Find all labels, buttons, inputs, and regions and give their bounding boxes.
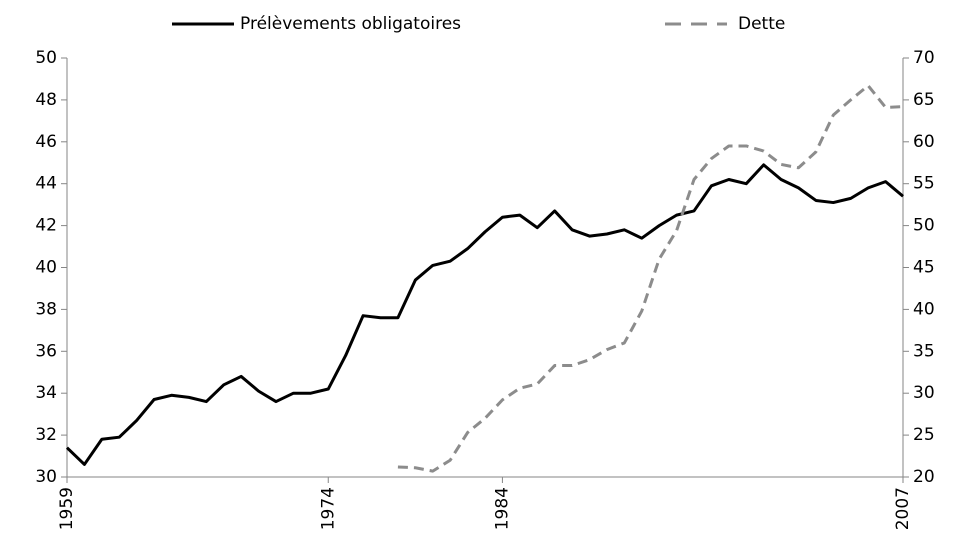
y-tick-label: 50 xyxy=(35,48,57,68)
y-tick-label: 48 xyxy=(35,90,57,110)
y-tick-label: 30 xyxy=(35,467,57,487)
y-tick-label: 46 xyxy=(35,132,57,152)
x-tick-label: 1959 xyxy=(57,487,77,530)
y-tick-label: 38 xyxy=(35,299,57,319)
legend-label: Prélèvements obligatoires xyxy=(240,14,461,34)
x-tick-label: 1984 xyxy=(492,487,512,530)
y-tick-label: 40 xyxy=(35,258,57,278)
x-tick-label: 2007 xyxy=(893,487,913,530)
y2-tick-label: 50 xyxy=(913,216,935,236)
y-tick-label: 44 xyxy=(35,174,57,194)
y2-tick-label: 60 xyxy=(913,132,935,152)
y2-tick-label: 40 xyxy=(913,299,935,319)
y2-tick-label: 55 xyxy=(913,174,935,194)
legend-label: Dette xyxy=(738,14,785,34)
y2-tick-label: 35 xyxy=(913,341,935,361)
y2-tick-label: 65 xyxy=(913,90,935,110)
x-tick-label: 1974 xyxy=(318,487,338,530)
y2-tick-label: 20 xyxy=(913,467,935,487)
y-tick-label: 32 xyxy=(35,425,57,445)
y-tick-label: 42 xyxy=(35,216,57,236)
y-tick-label: 36 xyxy=(35,341,57,361)
y2-tick-label: 45 xyxy=(913,258,935,278)
y2-tick-label: 70 xyxy=(913,48,935,68)
y-tick-label: 34 xyxy=(35,383,57,403)
series-line xyxy=(65,163,904,466)
y2-tick-label: 25 xyxy=(913,425,935,445)
series-line xyxy=(397,84,904,473)
y2-tick-label: 30 xyxy=(913,383,935,403)
